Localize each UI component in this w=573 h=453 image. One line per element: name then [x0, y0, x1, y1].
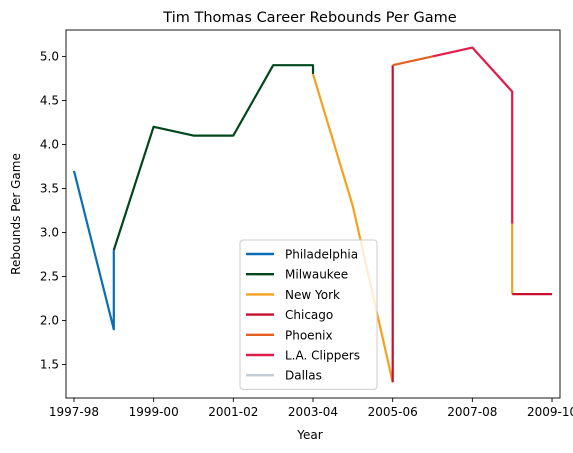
plot-lines	[72, 46, 552, 383]
y-tick-label: 4.5	[40, 93, 59, 107]
legend-label-dallas: Dallas	[285, 369, 322, 383]
y-axis: 1.5 2.0 2.5 3.0 3.5 4.0 4.5 5.0	[40, 49, 66, 372]
x-tick-label: 2003-04	[288, 405, 338, 419]
series-line-phoenix-4	[392, 55, 433, 67]
y-tick-label: 3.5	[40, 181, 59, 195]
y-tick-label: 3.0	[40, 225, 59, 239]
x-tick-label: 2001-02	[208, 405, 258, 419]
series-line-l-a-clippers-5	[432, 46, 514, 224]
y-tick-label: 2.0	[40, 314, 59, 328]
legend-label-milwaukee: Milwaukee	[285, 268, 348, 282]
x-axis: 1997-98 1999-00 2001-02 2003-04 2005-06 2007-…	[49, 398, 573, 419]
x-tick-label: 1999-00	[129, 405, 179, 419]
chart-title: Tim Thomas Career Rebounds Per Game	[162, 10, 456, 26]
legend-label-l-a-clippers: L.A. Clippers	[285, 349, 360, 363]
series-line-new-york-2	[311, 73, 394, 383]
legend-label-new-york: New York	[285, 288, 340, 302]
x-axis-title: Year	[296, 428, 322, 442]
legend-label-chicago: Chicago	[285, 308, 333, 322]
x-tick-label: 2005-06	[368, 405, 418, 419]
series-line-milwaukee-1	[112, 64, 315, 251]
series-line-philadelphia-0	[72, 170, 115, 331]
y-tick-label: 2.5	[40, 270, 59, 284]
x-tick-label: 2007-08	[447, 405, 497, 419]
x-tick-label: 2009-10	[527, 405, 573, 419]
x-tick-label: 1997-98	[49, 405, 99, 419]
y-tick-label: 1.5	[40, 358, 59, 372]
y-tick-label: 5.0	[40, 49, 59, 63]
legend-label-philadelphia: Philadelphia	[285, 248, 358, 262]
legend-box	[239, 239, 378, 390]
legend: Philadelphia Milwaukee New York Chicago Phoe…	[239, 239, 378, 390]
y-axis-title: Rebounds Per Game	[9, 153, 23, 275]
legend-label-phoenix: Phoenix	[285, 328, 333, 342]
y-tick-label: 4.0	[40, 137, 59, 151]
